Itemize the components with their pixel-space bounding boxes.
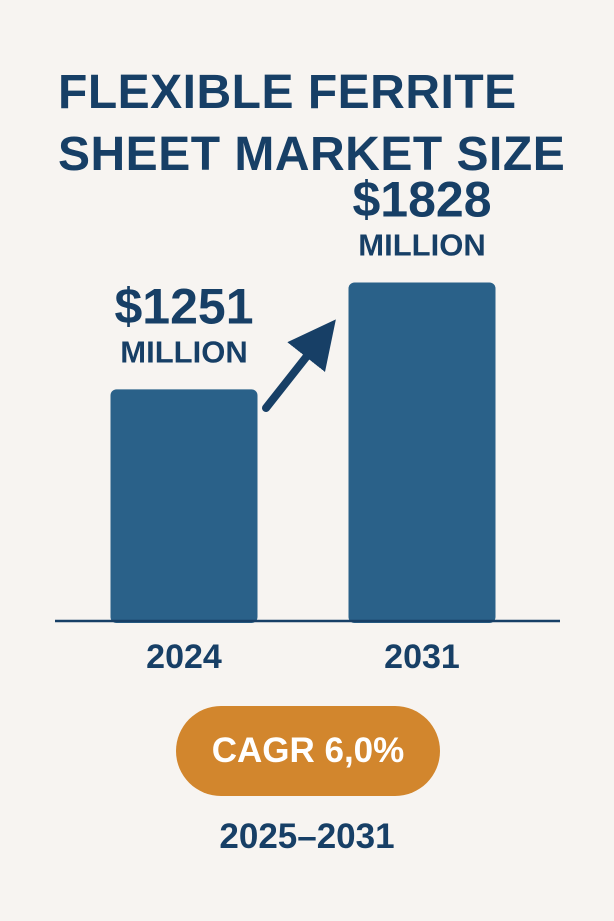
value-label-2024: $1251	[114, 278, 253, 334]
unit-label-2031: MILLION	[358, 227, 485, 262]
cagr-badge: CAGR 6,0%	[176, 706, 440, 796]
bar-2024	[110, 389, 258, 623]
x-tick-label-2031: 2031	[384, 638, 460, 676]
x-tick-label-2024: 2024	[146, 638, 222, 676]
cagr-label: CAGR 6,0%	[211, 731, 405, 770]
chart-title-line-2: SHEET MARKET SIZE	[58, 128, 566, 181]
bar-2031	[348, 282, 496, 623]
value-label-2031: $1828	[352, 171, 491, 227]
forecast-period: 2025–2031	[219, 817, 395, 856]
chart-title-line-1: FLEXIBLE FERRITE	[58, 66, 517, 119]
up-right-arrow-icon	[262, 319, 336, 412]
chart-title: FLEXIBLE FERRITE SHEET MARKET SIZE	[58, 62, 598, 186]
unit-label-2024: MILLION	[120, 334, 247, 369]
